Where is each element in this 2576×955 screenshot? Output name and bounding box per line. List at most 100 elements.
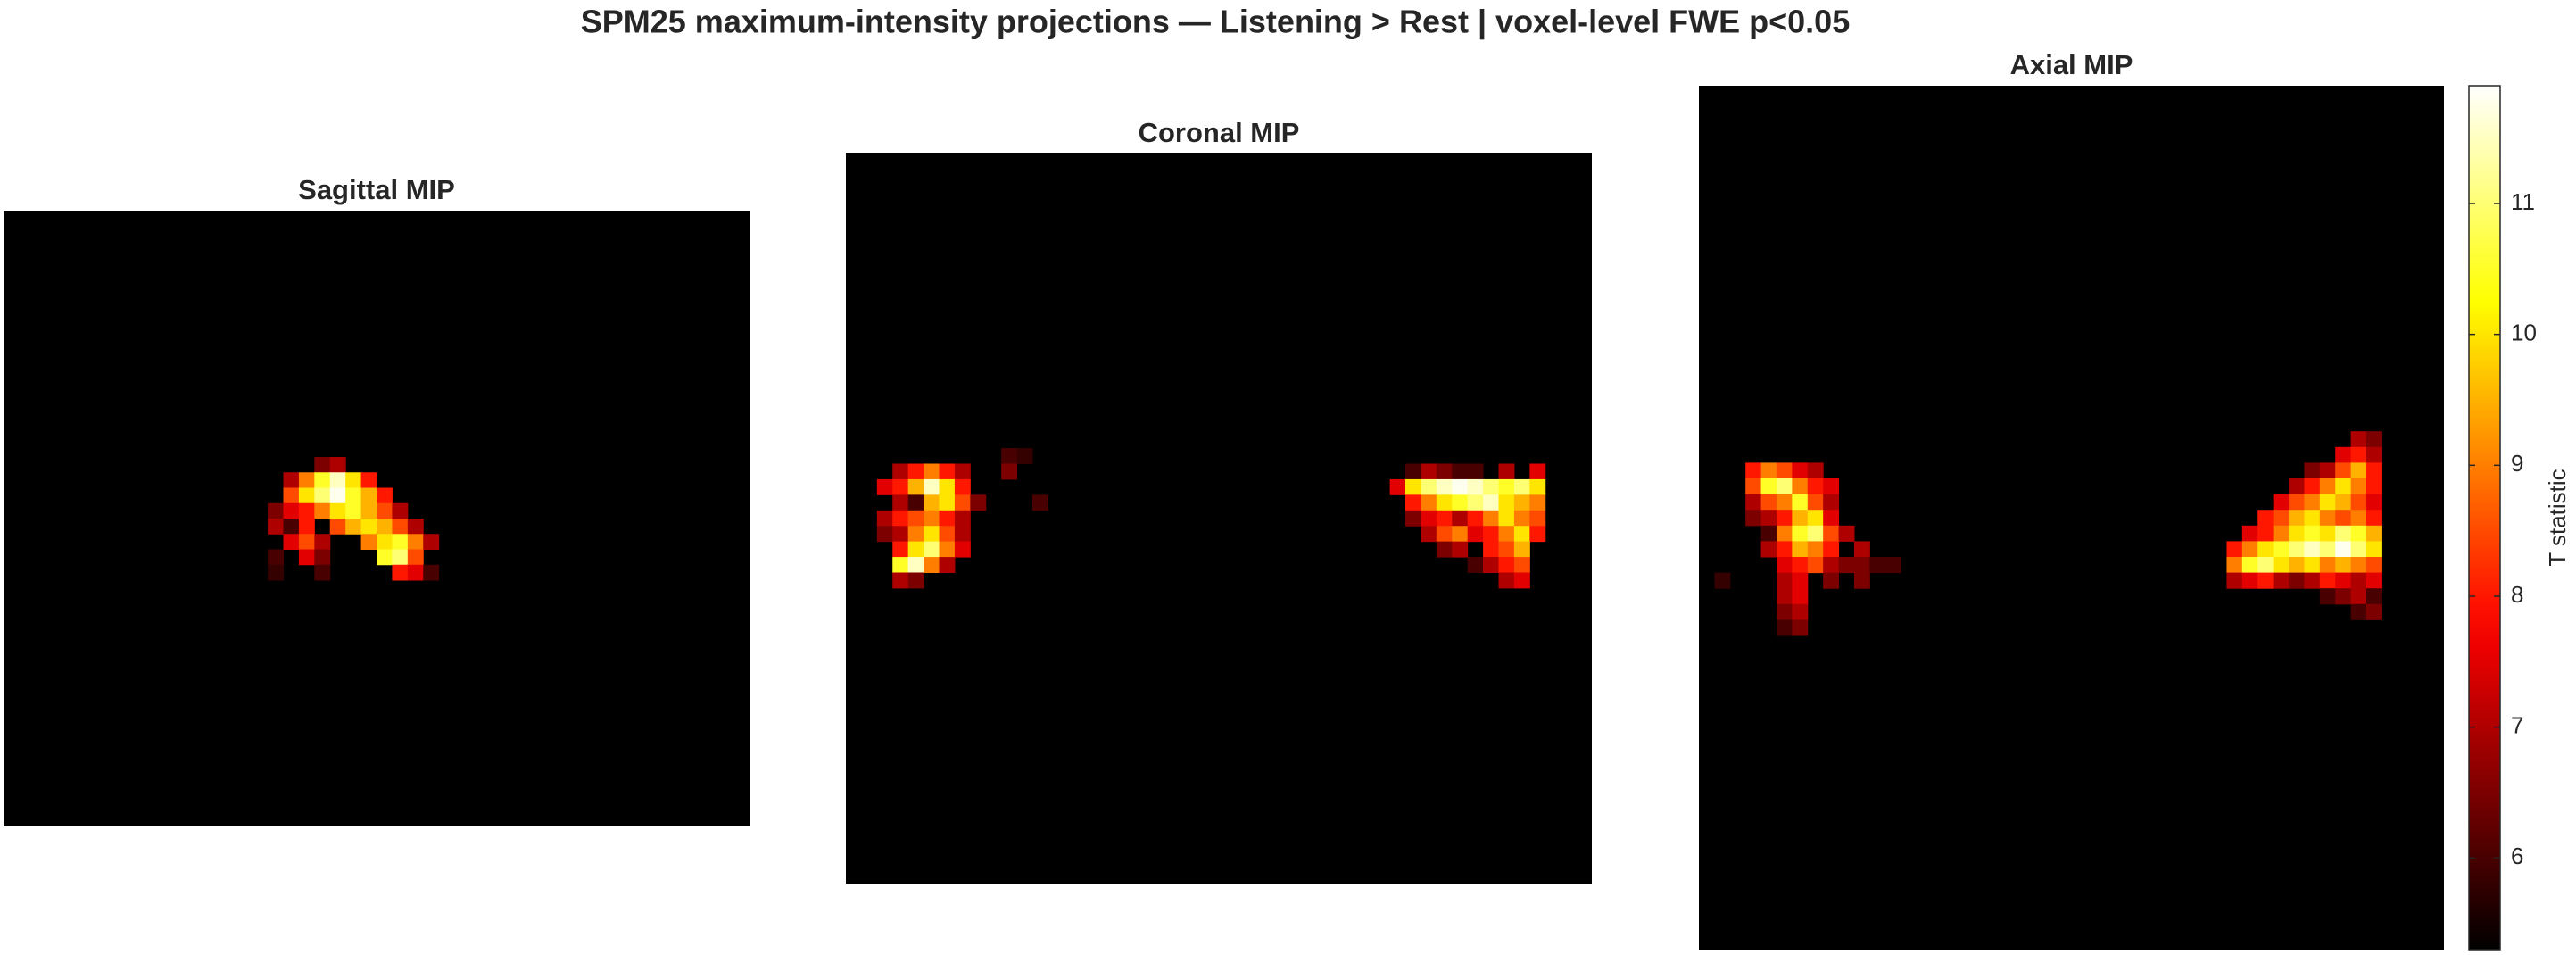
voxel xyxy=(1513,557,1530,573)
voxel xyxy=(924,510,940,527)
voxel xyxy=(2273,557,2290,574)
voxel xyxy=(970,494,987,511)
voxel xyxy=(314,457,331,473)
voxel xyxy=(924,557,940,573)
voxel xyxy=(2350,525,2367,542)
voxel xyxy=(2366,541,2382,558)
voxel xyxy=(283,534,300,550)
voxel xyxy=(2304,478,2321,495)
voxel xyxy=(2366,478,2382,495)
voxel xyxy=(907,572,924,589)
voxel xyxy=(1760,525,1777,542)
voxel xyxy=(1853,572,1870,589)
voxel xyxy=(360,472,377,488)
voxel xyxy=(1498,510,1515,527)
voxel xyxy=(283,472,300,488)
voxel xyxy=(1498,526,1515,543)
voxel xyxy=(298,534,315,550)
voxel xyxy=(1467,494,1484,511)
voxel xyxy=(2319,572,2336,589)
voxel xyxy=(392,534,409,550)
voxel xyxy=(1760,510,1777,527)
voxel xyxy=(2366,431,2382,448)
voxel xyxy=(2335,446,2352,463)
voxel xyxy=(2366,510,2382,527)
voxel xyxy=(1421,510,1437,527)
voxel xyxy=(1745,462,1762,479)
voxel xyxy=(2319,510,2336,527)
voxel xyxy=(924,526,940,543)
voxel xyxy=(1467,478,1484,495)
voxel xyxy=(1467,510,1484,527)
voxel xyxy=(2319,557,2336,574)
voxel xyxy=(423,534,440,550)
voxel xyxy=(283,502,300,519)
colorbar-tick-label: 10 xyxy=(2511,320,2537,346)
voxel xyxy=(377,487,393,504)
voxel xyxy=(939,494,956,511)
voxel xyxy=(314,487,331,504)
voxel xyxy=(1823,541,1840,558)
voxel xyxy=(954,478,971,495)
voxel xyxy=(939,510,956,527)
voxel xyxy=(2350,572,2367,589)
voxel xyxy=(2366,588,2382,605)
voxel xyxy=(407,549,424,566)
voxel xyxy=(907,494,924,511)
voxel xyxy=(2335,525,2352,542)
voxel xyxy=(2289,572,2305,589)
voxel xyxy=(1807,557,1824,574)
voxel xyxy=(1792,603,1809,620)
voxel xyxy=(2350,557,2367,574)
voxel xyxy=(1745,494,1762,511)
voxel xyxy=(924,478,940,495)
voxel xyxy=(1776,494,1793,511)
voxel xyxy=(2241,572,2258,589)
voxel xyxy=(907,557,924,573)
voxel xyxy=(1776,462,1793,479)
voxel xyxy=(2350,588,2367,605)
voxel xyxy=(954,494,971,511)
voxel xyxy=(1884,557,1901,574)
colorbar-tick-label: 9 xyxy=(2511,450,2523,477)
voxel xyxy=(2319,541,2336,558)
voxel xyxy=(314,549,331,566)
voxel xyxy=(329,472,346,488)
voxel xyxy=(1853,557,1870,574)
voxel xyxy=(329,457,346,473)
voxel xyxy=(1498,572,1515,589)
voxel xyxy=(2304,541,2321,558)
voxel xyxy=(2289,557,2305,574)
voxel xyxy=(2335,541,2352,558)
voxel xyxy=(2304,572,2321,589)
voxel xyxy=(360,487,377,504)
voxel xyxy=(892,494,909,511)
voxel xyxy=(2350,431,2367,448)
voxel xyxy=(1452,541,1469,558)
voxel xyxy=(2366,525,2382,542)
voxel xyxy=(1452,510,1469,527)
voxel xyxy=(1838,557,1855,574)
voxel xyxy=(1776,478,1793,495)
voxel xyxy=(1807,478,1824,495)
voxel xyxy=(1869,557,1886,574)
voxel xyxy=(407,564,424,581)
voxel xyxy=(1032,494,1048,511)
voxel xyxy=(1853,541,1870,558)
voxel xyxy=(1452,526,1469,543)
voxel xyxy=(2319,478,2336,495)
voxel xyxy=(2335,510,2352,527)
voxel xyxy=(2304,510,2321,527)
voxel xyxy=(268,549,284,566)
voxel xyxy=(1792,478,1809,495)
colorbar-label: T statistic xyxy=(2544,469,2571,566)
voxel xyxy=(1807,525,1824,542)
voxel xyxy=(2241,557,2258,574)
voxel xyxy=(954,526,971,543)
panel-title: Sagittal MIP xyxy=(298,174,455,205)
panel-title: Axial MIP xyxy=(2010,49,2133,80)
voxel xyxy=(329,519,346,535)
voxel xyxy=(1483,557,1499,573)
voxel xyxy=(1452,494,1469,511)
voxel xyxy=(298,472,315,488)
